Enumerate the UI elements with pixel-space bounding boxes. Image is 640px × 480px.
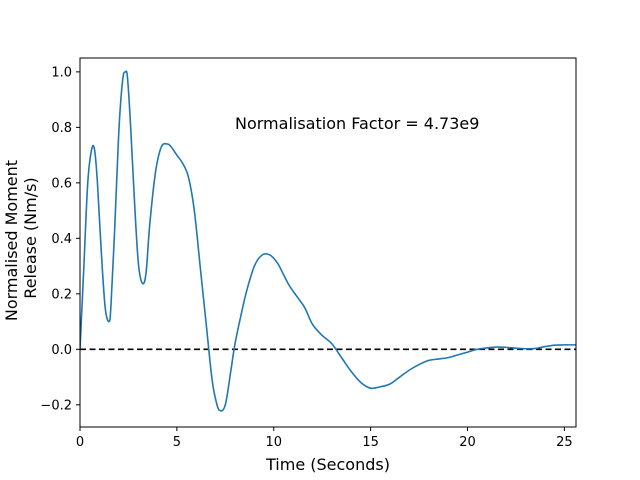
y-tick-label: −0.2 <box>40 398 72 413</box>
y-axis-label: Normalised Moment Release (Nm/s) <box>2 155 40 321</box>
x-axis-label: Time (Seconds) <box>265 455 390 474</box>
x-tick-label: 15 <box>362 435 379 450</box>
plot-frame <box>79 57 577 428</box>
x-tick-label: 0 <box>76 435 84 450</box>
y-tick-label: 0.2 <box>51 287 72 302</box>
plot-layer <box>79 57 577 428</box>
y-axis-label-line-1: Normalised Moment <box>2 160 21 321</box>
y-tick-label: 0.4 <box>51 232 72 247</box>
series-line-0 <box>80 70 576 412</box>
y-tick-label: 0.0 <box>51 343 72 358</box>
y-axis-label-line-2: Release (Nm/s) <box>21 177 40 298</box>
x-tick-label: 20 <box>459 435 476 450</box>
x-tick-label: 5 <box>173 435 181 450</box>
x-tick-label: 25 <box>556 435 573 450</box>
annotation-normalisation-factor: Normalisation Factor = 4.73e9 <box>235 114 479 133</box>
y-tick-label: 1.0 <box>51 65 72 80</box>
y-tick-label: 0.8 <box>51 121 72 136</box>
ticks-layer: 0 5 10 15 20 25 −0.2 0.0 0.2 0.4 0.6 0.8 1.0 <box>40 65 572 450</box>
y-tick-label: 0.6 <box>51 176 72 191</box>
x-tick-label: 10 <box>265 435 282 450</box>
